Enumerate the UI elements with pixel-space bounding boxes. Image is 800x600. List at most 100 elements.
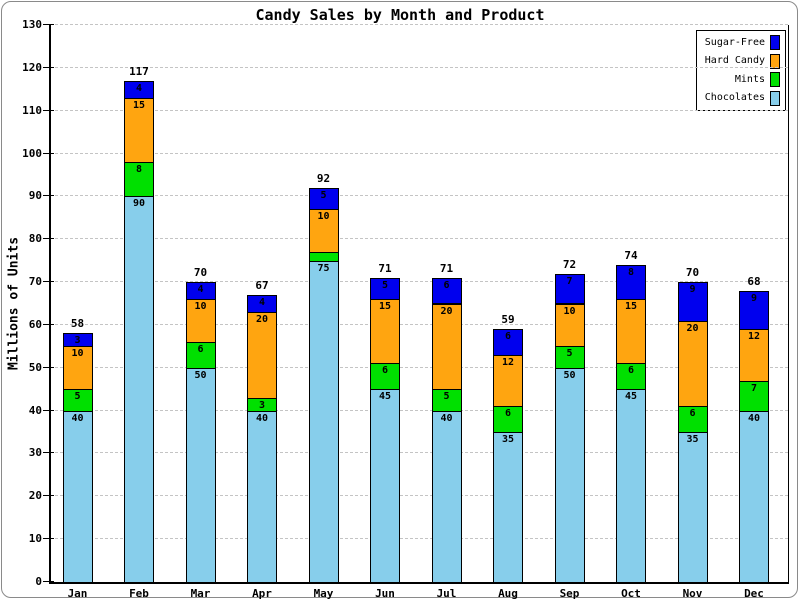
- segment-value-label: 7: [750, 382, 758, 394]
- x-tick-label: Mar: [190, 587, 211, 600]
- legend-swatch: [770, 53, 780, 69]
- bar-segment-sugar-free: [185, 282, 216, 301]
- segment-value-label: 20: [255, 314, 269, 326]
- bar-segment-hard-candy: [616, 299, 646, 365]
- segment-value-label: 8: [135, 164, 143, 176]
- bar-total-label: 92: [316, 171, 331, 185]
- segment-value-label: 3: [74, 335, 81, 347]
- segment-value-label: 10: [194, 301, 207, 313]
- segment-value-label: 50: [563, 369, 576, 381]
- y-tick: [43, 538, 54, 540]
- bar-total-label: 71: [378, 261, 392, 275]
- y-tick: [43, 109, 54, 111]
- bar-segment-sugar-free: [493, 329, 523, 356]
- legend-label: Mints: [734, 73, 765, 85]
- bar-segment-hard-candy: [308, 209, 339, 254]
- segment-value-label: 6: [689, 408, 696, 420]
- x-tick-label: Apr: [252, 587, 272, 600]
- segment-value-label: 50: [194, 369, 207, 381]
- x-axis-line: [49, 582, 789, 584]
- x-tick-label: Nov: [682, 587, 703, 600]
- bar-segment-chocolates: [616, 389, 646, 583]
- segment-value-label: 5: [443, 391, 450, 403]
- segment-value-label: 4: [258, 296, 266, 308]
- y-tick: [43, 152, 54, 154]
- bar-segment-chocolates: [677, 432, 708, 583]
- bar-segment-hard-candy: [370, 299, 400, 365]
- bar-segment-hard-candy: [124, 97, 154, 164]
- gridline: [50, 195, 788, 197]
- segment-value-label: 35: [501, 434, 515, 446]
- segment-value-label: 20: [686, 322, 699, 334]
- bar-segment-sugar-free: [739, 290, 769, 331]
- segment-value-label: 35: [686, 434, 699, 446]
- bar-segment-mints: [124, 162, 154, 198]
- segment-value-label: 4: [135, 82, 143, 94]
- segment-value-label: 45: [624, 391, 638, 403]
- segment-value-label: 15: [132, 99, 146, 111]
- bar-segment-sugar-free: [616, 264, 646, 301]
- bar-total-label: 74: [624, 248, 638, 262]
- legend-swatch: [770, 35, 780, 51]
- y-tick-label: 60: [28, 317, 42, 331]
- bar-total-label: 58: [70, 317, 85, 331]
- gridline: [50, 281, 788, 283]
- bar-total-label: 117: [129, 64, 149, 78]
- segment-value-label: 6: [504, 408, 512, 420]
- bar-segment-mints: [493, 406, 523, 434]
- bar-segment-hard-candy: [431, 303, 462, 391]
- bar-total-label: 71: [439, 261, 454, 275]
- bar-segment-sugar-free: [677, 282, 708, 322]
- segment-value-label: 8: [627, 266, 635, 278]
- bar-segment-chocolates: [554, 367, 585, 583]
- bar-segment-sugar-free: [308, 187, 339, 211]
- y-tick: [43, 366, 54, 368]
- bar-segment-chocolates: [370, 389, 400, 583]
- bar-segment-chocolates: [247, 410, 277, 583]
- bar-segment-hard-candy: [185, 299, 216, 344]
- segment-value-label: 40: [747, 412, 761, 424]
- segment-value-label: 3: [258, 399, 266, 411]
- gridline: [50, 323, 788, 325]
- y-tick-label: 130: [22, 18, 42, 31]
- bar-segment-chocolates: [308, 260, 339, 583]
- bar-segment-hard-candy: [677, 320, 708, 408]
- bar-total-label: 72: [562, 257, 577, 271]
- gridline: [50, 24, 788, 25]
- bar-total-label: 59: [501, 313, 515, 327]
- legend-swatch: [770, 72, 780, 88]
- bar-segment-chocolates: [739, 410, 769, 583]
- segment-value-label: 75: [317, 262, 330, 274]
- y-tick: [43, 66, 54, 68]
- segment-value-label: 6: [443, 279, 450, 291]
- bar-segment-chocolates: [185, 367, 216, 583]
- bar-segment-mints: [185, 342, 216, 369]
- bar-segment-hard-candy: [493, 354, 523, 408]
- y-tick-label: 90: [28, 189, 42, 203]
- segment-value-label: 40: [71, 412, 84, 424]
- x-tick-label: Jun: [375, 587, 395, 600]
- x-tick-label: Jul: [436, 587, 457, 600]
- y-tick: [43, 195, 54, 197]
- y-tick: [43, 238, 54, 240]
- segment-value-label: 90: [132, 198, 146, 210]
- bar-segment-chocolates: [124, 196, 154, 583]
- y-tick-label: 50: [28, 360, 42, 374]
- legend-swatch: [770, 90, 780, 106]
- y-tick: [43, 495, 54, 497]
- bar-segment-chocolates: [493, 432, 523, 583]
- bar-segment-sugar-free: [370, 277, 400, 301]
- segment-value-label: 10: [317, 211, 330, 223]
- gridline: [50, 538, 788, 540]
- chart-title: Candy Sales by Month and Product: [255, 6, 545, 24]
- y-tick-label: 40: [28, 403, 42, 417]
- legend-label: Sugar-Free: [704, 36, 765, 48]
- bar-segment-hard-candy: [62, 346, 93, 391]
- plot-right-border: [788, 25, 789, 584]
- gridline: [50, 409, 788, 411]
- segment-value-label: 10: [71, 348, 84, 360]
- y-tick: [43, 452, 54, 454]
- y-tick: [43, 581, 54, 582]
- segment-value-label: 6: [197, 344, 204, 356]
